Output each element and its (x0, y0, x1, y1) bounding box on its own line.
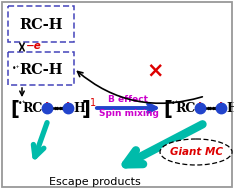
Text: RC-H: RC-H (19, 18, 63, 32)
Text: Giant MC: Giant MC (169, 147, 223, 157)
Text: B effect: B effect (109, 95, 149, 105)
Text: −e: −e (26, 41, 42, 51)
Text: 1: 1 (90, 98, 96, 108)
Text: Escape products: Escape products (49, 177, 141, 187)
Text: •⁺: •⁺ (18, 98, 27, 108)
Text: H: H (73, 102, 85, 115)
Text: ]: ] (82, 99, 91, 119)
Text: H: H (226, 102, 234, 115)
Text: •⁺: •⁺ (12, 64, 21, 73)
Text: [: [ (10, 99, 19, 119)
Text: Spin mixing: Spin mixing (99, 109, 158, 119)
Text: RC-H: RC-H (19, 63, 62, 77)
Text: RC: RC (22, 102, 42, 115)
Text: ×: × (146, 60, 164, 80)
Text: [: [ (163, 99, 172, 119)
Text: •⁺: •⁺ (171, 98, 180, 108)
Ellipse shape (160, 139, 232, 165)
Text: RC: RC (175, 102, 195, 115)
